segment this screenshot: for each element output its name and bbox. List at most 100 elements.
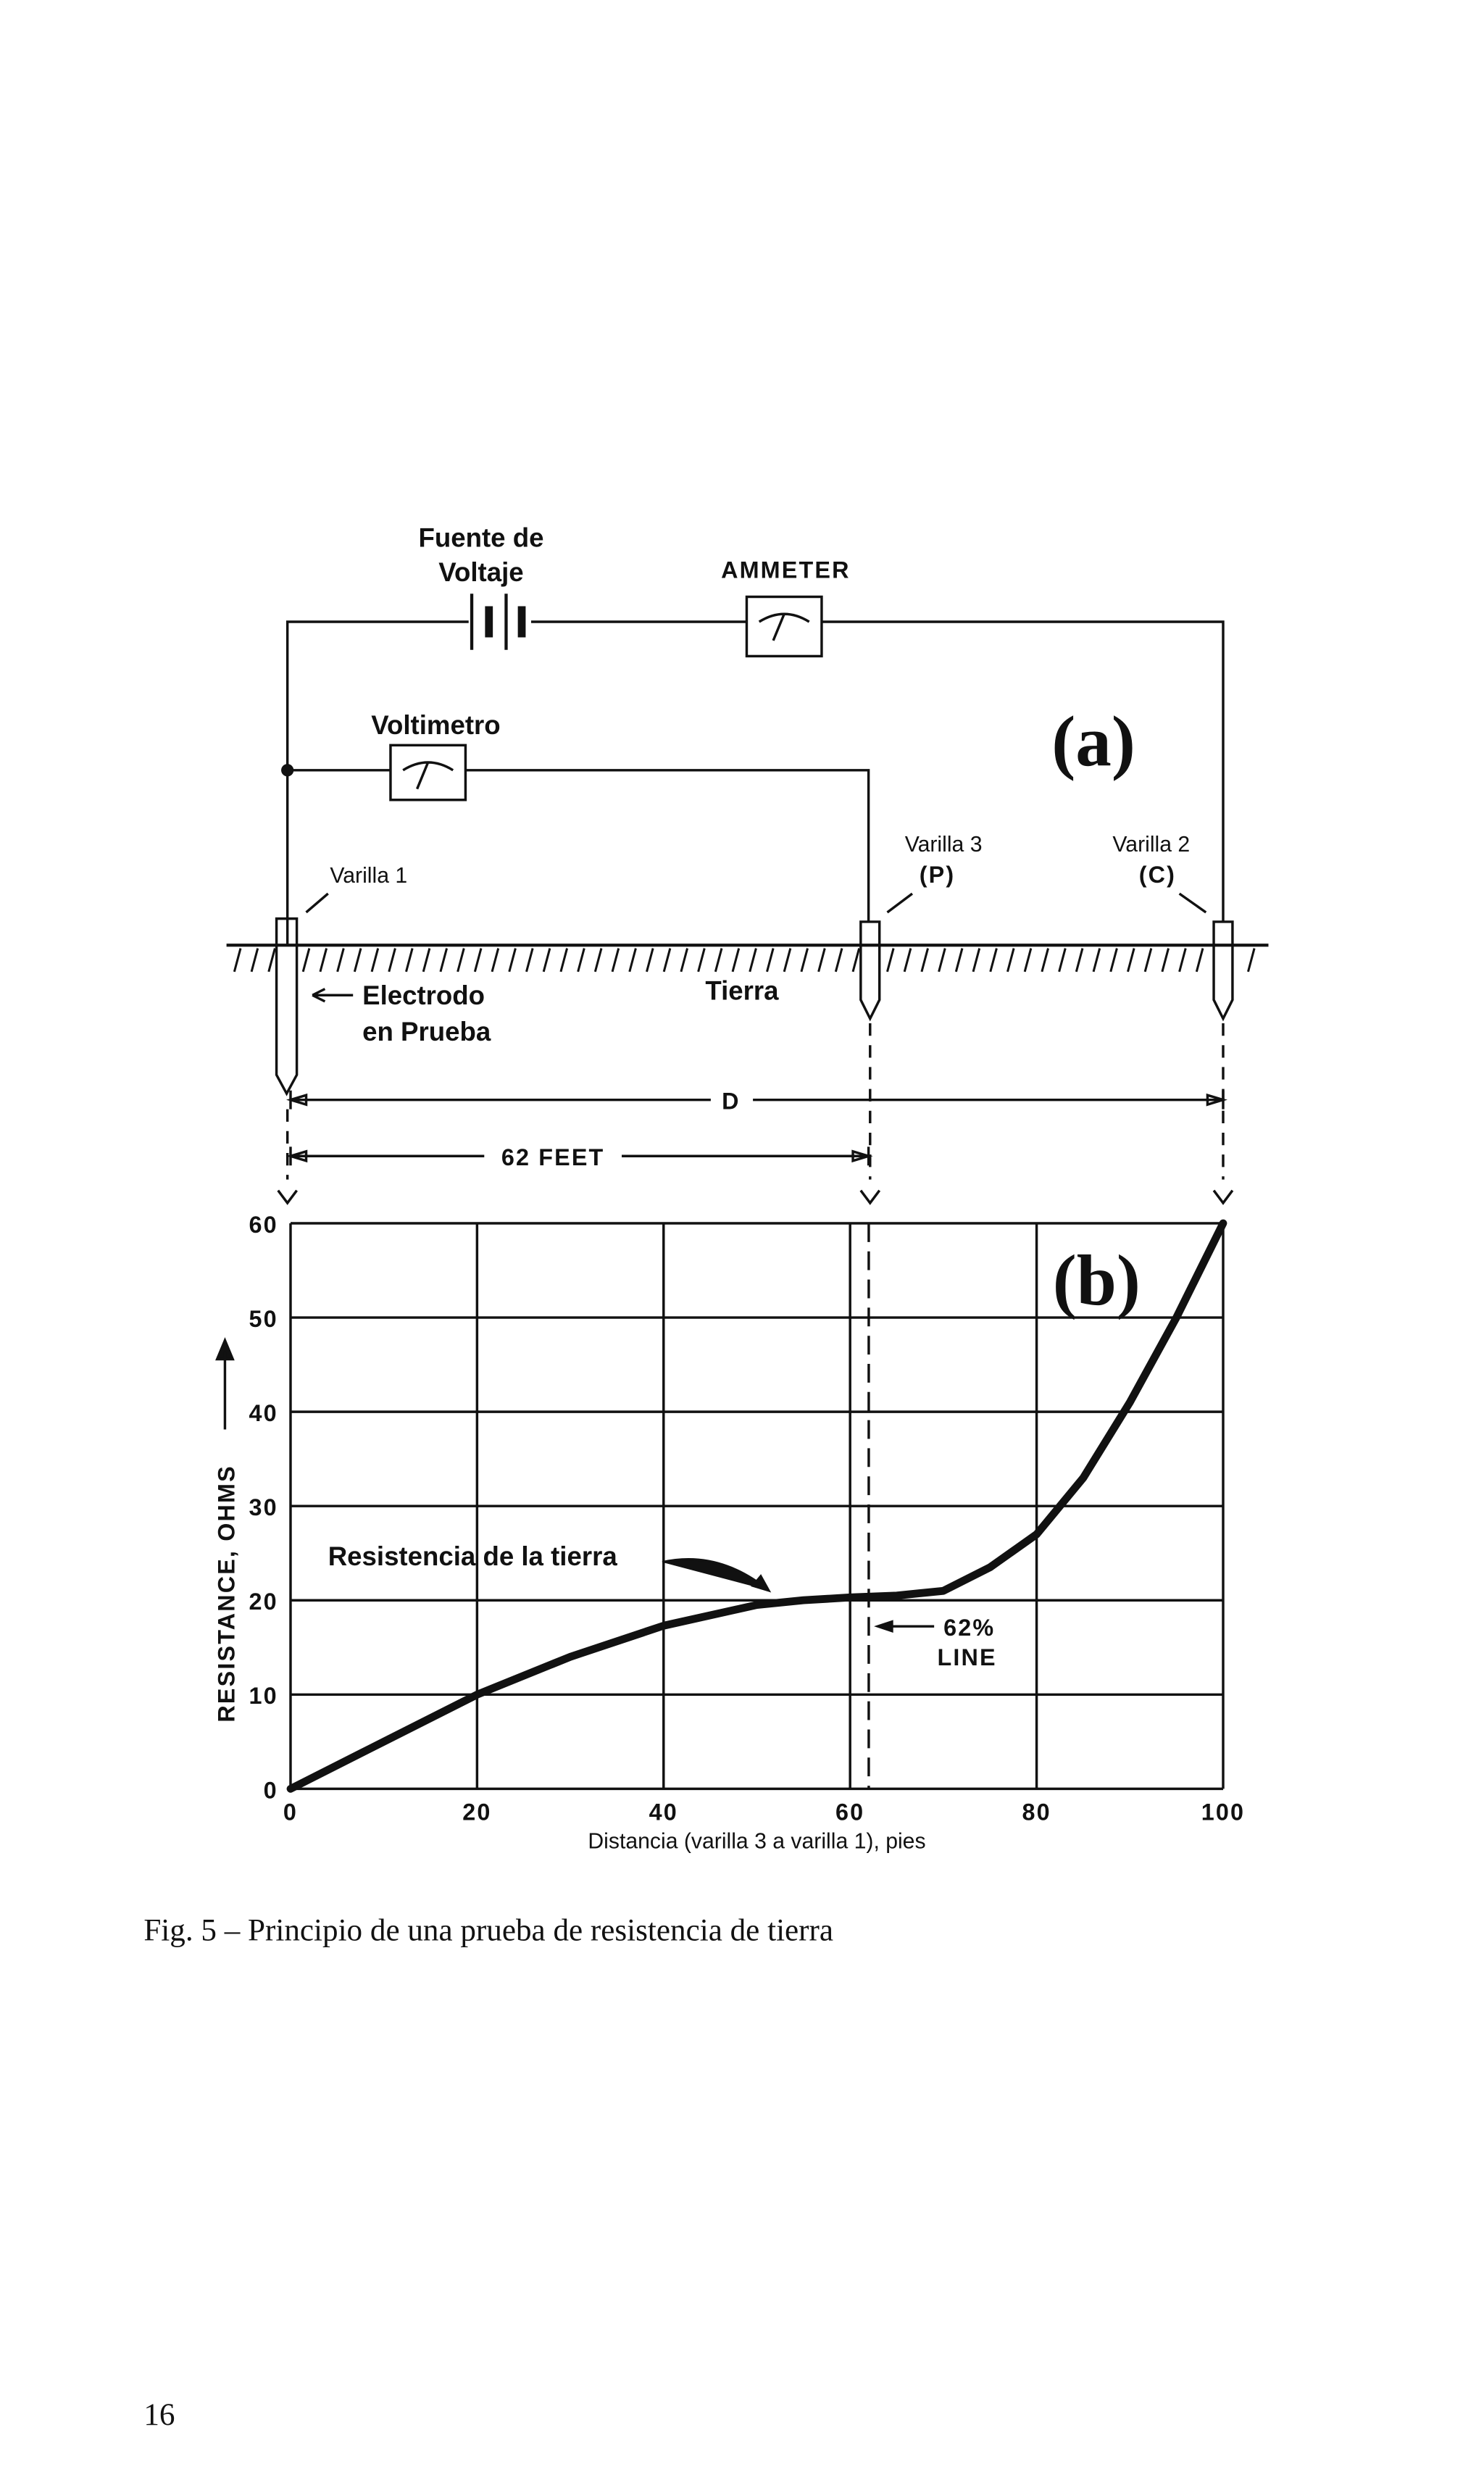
dimension — [285, 1146, 873, 1166]
hatch-line — [749, 948, 757, 973]
x-tick-label: 0 — [283, 1799, 298, 1825]
x-tick-label: 60 — [835, 1799, 864, 1825]
hatch-line — [714, 948, 723, 973]
label: en Prueba — [362, 1017, 491, 1046]
x-tick-label: 20 — [462, 1799, 491, 1825]
x-tick-label: 100 — [1201, 1799, 1245, 1825]
y-tick-label: 60 — [249, 1212, 278, 1238]
label: D — [722, 1088, 741, 1115]
hatch-line — [1006, 948, 1015, 973]
label: AMMETER — [721, 557, 851, 583]
hatch-line — [628, 948, 637, 973]
label: Voltaje — [438, 557, 523, 587]
annotation: Resistencia de la tierra — [328, 1541, 618, 1571]
hatch-line — [1127, 948, 1135, 973]
hatch-line — [319, 948, 328, 973]
hatch-line — [611, 948, 620, 973]
hatch-line — [267, 948, 276, 973]
hatch-line — [1092, 948, 1101, 973]
hatch-line — [250, 948, 259, 973]
hatch-line — [817, 948, 826, 973]
hatch-line — [662, 948, 672, 973]
label: Fuente de — [418, 523, 543, 553]
hatch-line — [783, 948, 792, 973]
hatch-line — [1143, 948, 1153, 973]
hatch-line — [800, 948, 809, 973]
hatch-line — [457, 948, 465, 973]
hatch-line — [233, 948, 242, 973]
battery — [470, 594, 526, 650]
hatching — [233, 948, 1256, 973]
hatch-line — [353, 948, 362, 973]
hatch-line — [731, 948, 741, 973]
pointer — [312, 988, 354, 1003]
hatch-line — [422, 948, 431, 973]
label: 62 FEET — [501, 1144, 605, 1170]
hatch-line — [697, 948, 706, 973]
hatch-line — [1161, 948, 1170, 973]
y-tick-label: 0 — [264, 1777, 278, 1803]
hatch-line — [491, 948, 500, 973]
hatch-line — [525, 948, 534, 973]
hatch-line — [1195, 948, 1204, 973]
hatch-line — [577, 948, 585, 973]
hatch-line — [920, 948, 929, 973]
y-tick-label: 20 — [249, 1589, 278, 1615]
y-axis-label: RESISTANCE, OHMS — [213, 1465, 239, 1722]
hatch-line — [1178, 948, 1187, 973]
hatch-line — [680, 948, 689, 973]
dimension — [285, 1090, 1227, 1110]
hatch-line — [903, 948, 912, 973]
y-tick-label: 50 — [249, 1306, 278, 1332]
resistance-curve — [286, 1219, 1227, 1793]
panel-label: (a) — [1051, 702, 1135, 781]
hatch-line — [972, 948, 981, 973]
rod — [1212, 920, 1234, 1022]
annotation: 62% — [943, 1615, 995, 1641]
ammeter-box — [745, 595, 823, 658]
panel-label: (b) — [1053, 1241, 1141, 1320]
hatch-line — [938, 948, 946, 973]
annotation-arrow — [874, 1620, 935, 1633]
label: (C) — [1139, 862, 1176, 888]
x-axis-label: Distancia (varilla 3 a varilla 1), pies — [588, 1829, 925, 1853]
hatch-line — [301, 948, 311, 973]
hatch-line — [851, 948, 861, 973]
annotation-arrow — [662, 1558, 772, 1593]
label: Electrodo — [362, 981, 485, 1010]
hatch-line — [954, 948, 964, 973]
diagram: Fuente de Voltaje AMMETER Voltimetro (a)… — [226, 523, 1269, 1205]
y-axis-arrow — [215, 1337, 235, 1430]
hatch-line — [646, 948, 654, 973]
y-tick-label: 30 — [249, 1494, 278, 1520]
chart: 0 10 20 30 40 50 60 0 20 40 60 80 100 (b) RESISTANCE, … — [213, 1212, 1245, 1853]
caption: Fig. 5 – Principio de una prueba de resi… — [143, 1913, 833, 1947]
hatch-line — [834, 948, 843, 973]
label: Tierra — [705, 976, 779, 1006]
x-tick-label: 40 — [649, 1799, 678, 1825]
y-tick-label: 10 — [249, 1683, 278, 1709]
hatch-line — [508, 948, 517, 973]
hatch-line — [370, 948, 380, 973]
hatch-line — [336, 948, 345, 973]
hatch-line — [1109, 948, 1118, 973]
rod — [275, 917, 299, 1096]
page-number: 16 — [143, 2398, 175, 2432]
label: Varilla 3 — [905, 833, 983, 857]
hatch-line — [473, 948, 483, 973]
wire — [285, 620, 1225, 946]
hatch-line — [405, 948, 414, 973]
hatch-line — [559, 948, 569, 973]
hatch-line — [766, 948, 775, 973]
label: (P) — [920, 862, 956, 888]
wire — [287, 769, 870, 922]
node — [281, 764, 294, 777]
hatch-line — [1247, 948, 1256, 973]
hatch-line — [1075, 948, 1084, 973]
rod — [859, 920, 881, 1022]
annotation: LINE — [937, 1644, 996, 1670]
hatch-line — [1041, 948, 1049, 973]
hatch-line — [989, 948, 998, 973]
